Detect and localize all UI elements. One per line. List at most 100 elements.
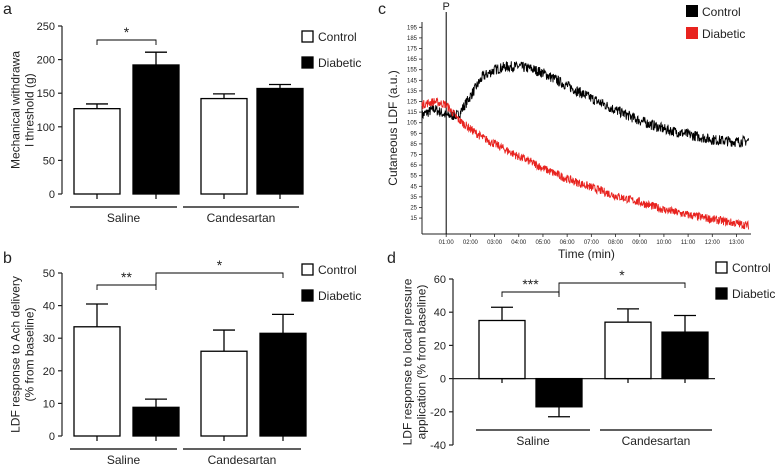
a-y-tick-label: 200 bbox=[37, 55, 55, 67]
c-y-tick-label: 155 bbox=[407, 68, 418, 74]
b-y-tick-label: 40 bbox=[43, 301, 55, 313]
c-y-tick-label: 175 bbox=[407, 47, 418, 53]
a-legend-diabetic-swatch bbox=[301, 56, 314, 69]
panel-c-letter: c bbox=[378, 1, 386, 18]
b-significance-label: ** bbox=[121, 269, 132, 285]
d-legend-control-swatch bbox=[715, 261, 728, 274]
panel-d-chart: -40 -20 0 20 40 60 LDF response to local press… bbox=[401, 261, 776, 452]
b-legend-control-swatch bbox=[301, 263, 314, 276]
a-bar-saline-control bbox=[73, 108, 121, 195]
c-y-tick-label: 15 bbox=[410, 216, 417, 222]
d-bar-saline-control bbox=[478, 319, 526, 380]
b-group-label: Saline bbox=[107, 453, 141, 467]
d-significance-label: * bbox=[619, 267, 625, 283]
d-y-axis-label: LDF response to local pressureapplicatio… bbox=[401, 278, 429, 445]
b-y-tick-label: 20 bbox=[43, 366, 55, 378]
a-y-tick-label: 250 bbox=[37, 21, 55, 33]
c-y-tick-label: 85 bbox=[410, 142, 417, 148]
c-x-tick-label: 09:00 bbox=[632, 240, 648, 246]
c-y-tick-label: 145 bbox=[407, 78, 418, 84]
b-bar-candesartan-control bbox=[200, 350, 248, 437]
c-pressure-marker-label: P bbox=[443, 1, 450, 13]
b-bar-candesartan-diabetic bbox=[259, 332, 307, 437]
d-bar-candesartan-diabetic bbox=[661, 331, 709, 380]
a-group-label: Candesartan bbox=[207, 211, 276, 225]
b-y-tick-label: 0 bbox=[49, 431, 55, 443]
c-legend-control-label: Control bbox=[702, 5, 741, 19]
a-legend-control-label: Control bbox=[318, 30, 357, 44]
c-y-tick-label: 135 bbox=[407, 89, 418, 95]
b-y-tick-label: 30 bbox=[43, 333, 55, 345]
d-y-tick-label: 0 bbox=[440, 374, 446, 386]
c-y-tick-label: 65 bbox=[410, 163, 417, 169]
b-legend-diabetic-swatch bbox=[301, 289, 314, 302]
a-significance-label: * bbox=[124, 24, 130, 40]
b-significance-bracket bbox=[155, 272, 284, 285]
a-y-tick-label: 0 bbox=[49, 189, 55, 201]
a-bar-candesartan-control bbox=[200, 97, 248, 195]
a-y-tick-label: 100 bbox=[37, 122, 55, 134]
d-significance-bracket bbox=[558, 282, 686, 295]
c-legend-control-swatch bbox=[686, 5, 698, 17]
panel-b-chart: 0 10 20 30 40 50 LDF response to Ach delivery(… bbox=[9, 257, 362, 467]
d-y-tick-label: 20 bbox=[434, 340, 446, 352]
c-trace-control bbox=[421, 61, 750, 148]
d-y-tick-label: -40 bbox=[430, 440, 446, 452]
b-legend-diabetic-label: Diabetic bbox=[318, 289, 361, 303]
c-x-tick-label: 12:00 bbox=[705, 240, 721, 246]
c-y-tick-label: 35 bbox=[410, 195, 417, 201]
c-legend-diabetic-label: Diabetic bbox=[702, 27, 745, 41]
c-y-tick-label: 165 bbox=[407, 57, 418, 63]
d-bar-saline-diabetic bbox=[535, 377, 583, 408]
a-y-axis-label: Mechanical withdrawal threshold (g) bbox=[9, 51, 37, 169]
c-x-tick-label: 04:00 bbox=[511, 240, 527, 246]
b-y-tick-label: 10 bbox=[43, 398, 55, 410]
c-x-tick-label: 08:00 bbox=[608, 240, 624, 246]
b-y-tick-label: 50 bbox=[43, 268, 55, 280]
a-bar-candesartan-diabetic bbox=[256, 87, 304, 195]
d-significance-label: *** bbox=[522, 276, 539, 292]
a-legend-control-swatch bbox=[301, 30, 314, 43]
d-legend-control-label: Control bbox=[732, 261, 771, 275]
b-significance-label: * bbox=[217, 257, 223, 273]
c-x-tick-label: 06:00 bbox=[560, 240, 576, 246]
b-legend-control-label: Control bbox=[318, 263, 357, 277]
a-group-label: Saline bbox=[107, 211, 141, 225]
d-bar-candesartan-control bbox=[604, 321, 652, 380]
c-y-tick-label: 195 bbox=[407, 25, 418, 31]
c-y-tick-label: 45 bbox=[410, 184, 417, 190]
b-y-axis-label: LDF response to Ach delivery(% from base… bbox=[9, 276, 37, 433]
c-y-tick-label: 115 bbox=[407, 110, 417, 116]
b-bar-saline-diabetic bbox=[132, 406, 180, 437]
c-x-tick-label: 10:00 bbox=[656, 240, 672, 246]
c-y-tick-label: 75 bbox=[410, 153, 417, 159]
c-y-tick-label: 95 bbox=[410, 131, 417, 137]
d-legend-diabetic-swatch bbox=[715, 287, 728, 300]
c-x-tick-label: 03:00 bbox=[487, 240, 503, 246]
c-y-tick-label: 25 bbox=[410, 206, 417, 212]
d-significance-bracket bbox=[501, 291, 560, 297]
c-y-tick-label: 55 bbox=[410, 174, 417, 180]
c-x-tick-label: 01:00 bbox=[439, 240, 455, 246]
a-y-tick-label: 50 bbox=[43, 155, 55, 167]
b-significance-bracket bbox=[96, 284, 157, 290]
c-x-tick-label: 02:00 bbox=[463, 240, 479, 246]
panel-b-letter: b bbox=[3, 250, 12, 267]
c-legend-diabetic-swatch bbox=[686, 27, 698, 39]
c-y-axis-label: Cutaneous LDF (a.u.) bbox=[386, 70, 400, 185]
a-significance-bracket bbox=[96, 39, 157, 45]
a-bar-saline-diabetic bbox=[132, 64, 180, 195]
a-legend-diabetic-label: Diabetic bbox=[318, 56, 361, 70]
b-bar-saline-control bbox=[73, 326, 121, 437]
b-group-label: Candesartan bbox=[208, 453, 277, 467]
d-y-tick-label: 60 bbox=[434, 274, 446, 286]
c-x-tick-label: 13:00 bbox=[729, 240, 745, 246]
d-group-label: Candesartan bbox=[622, 434, 691, 448]
a-y-tick-label: 150 bbox=[37, 88, 55, 100]
panel-c-chart: 15 25 35 45 55 65 75 85 95 105 115 125 135 145 155 165 1… bbox=[386, 1, 751, 261]
d-legend-diabetic-label: Diabetic bbox=[732, 287, 775, 301]
c-x-tick-label: 05:00 bbox=[535, 240, 551, 246]
c-y-tick-label: 125 bbox=[407, 100, 418, 106]
panel-a-chart: 0 50 100 150 200 250 Mechanical withdrawal thr… bbox=[9, 21, 362, 225]
